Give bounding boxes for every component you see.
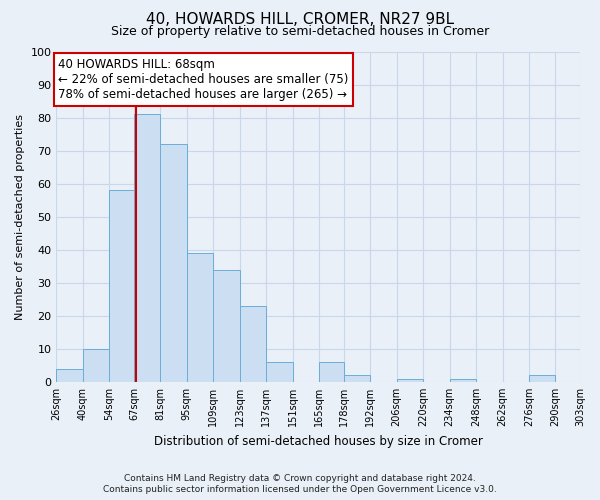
Bar xyxy=(56,368,83,382)
Bar xyxy=(529,376,556,382)
X-axis label: Distribution of semi-detached houses by size in Cromer: Distribution of semi-detached houses by … xyxy=(154,434,482,448)
Bar xyxy=(109,190,134,382)
Bar xyxy=(319,362,344,382)
Bar xyxy=(344,376,370,382)
Text: Size of property relative to semi-detached houses in Cromer: Size of property relative to semi-detach… xyxy=(111,25,489,38)
Bar xyxy=(160,144,187,382)
Bar xyxy=(134,114,160,382)
Bar xyxy=(187,253,214,382)
Y-axis label: Number of semi-detached properties: Number of semi-detached properties xyxy=(15,114,25,320)
Bar xyxy=(83,349,109,382)
Text: Contains HM Land Registry data © Crown copyright and database right 2024.
Contai: Contains HM Land Registry data © Crown c… xyxy=(103,474,497,494)
Text: 40 HOWARDS HILL: 68sqm
← 22% of semi-detached houses are smaller (75)
78% of sem: 40 HOWARDS HILL: 68sqm ← 22% of semi-det… xyxy=(58,58,349,101)
Text: 40, HOWARDS HILL, CROMER, NR27 9BL: 40, HOWARDS HILL, CROMER, NR27 9BL xyxy=(146,12,454,28)
Bar xyxy=(214,270,240,382)
Bar xyxy=(397,378,423,382)
Bar xyxy=(449,378,476,382)
Bar xyxy=(240,306,266,382)
Bar xyxy=(266,362,293,382)
